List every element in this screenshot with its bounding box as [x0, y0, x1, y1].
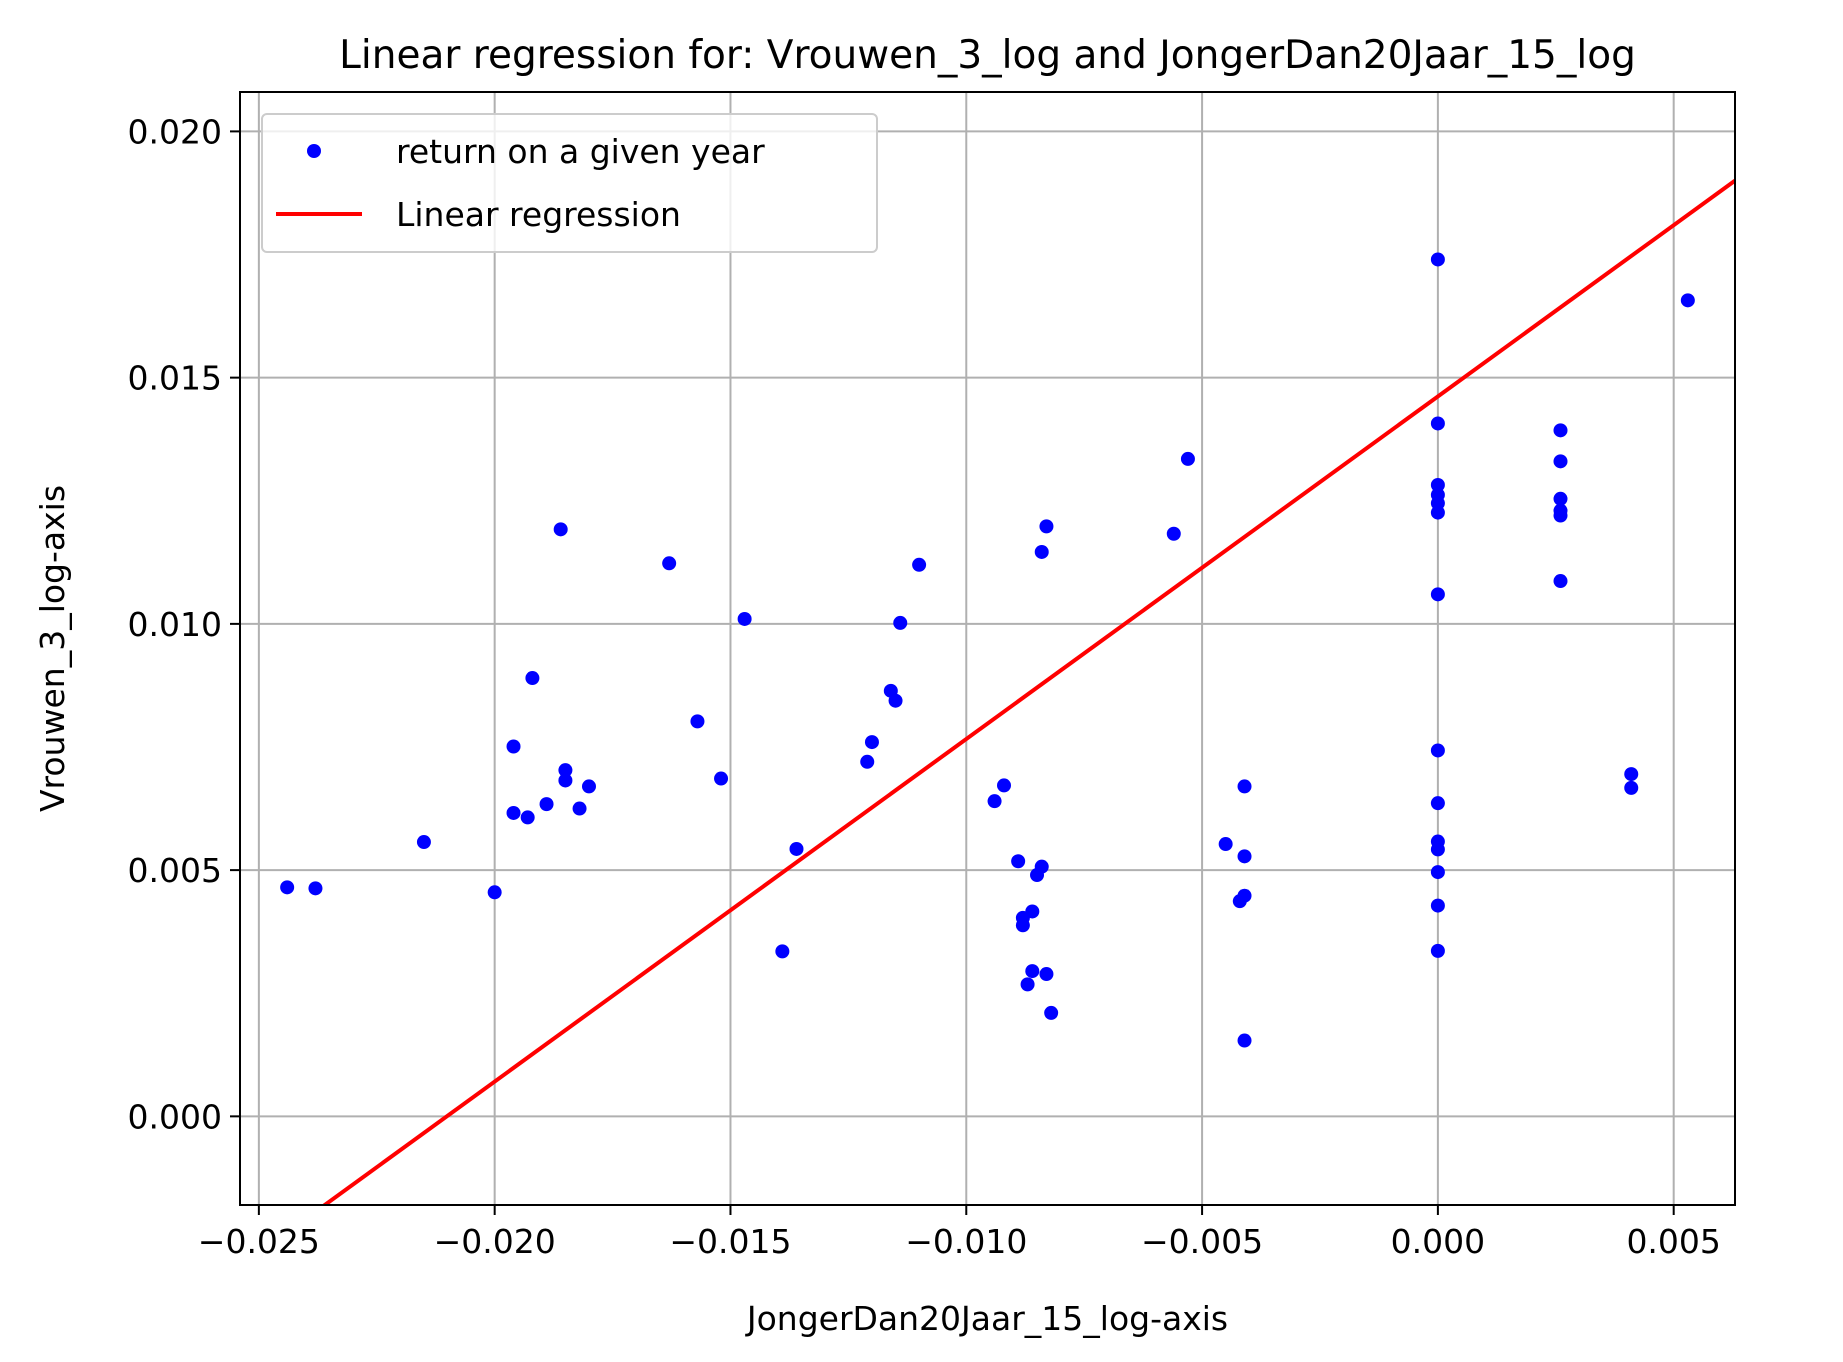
- scatter-point: [520, 810, 535, 825]
- y-axis-title: Vrouwen_3_log-axis: [33, 485, 72, 812]
- grid: [240, 92, 1735, 1205]
- x-tick-label: −0.025: [198, 1222, 320, 1261]
- scatter-points: [280, 252, 1695, 1048]
- scatter-point: [558, 773, 573, 788]
- y-tick-label: 0.005: [128, 851, 222, 890]
- scatter-point: [1015, 918, 1030, 933]
- scatter-point: [1430, 416, 1445, 431]
- plot-content: [280, 179, 1735, 1205]
- scatter-point: [1430, 865, 1445, 880]
- y-tick-label: 0.020: [128, 112, 222, 151]
- scatter-point: [1034, 544, 1049, 559]
- regression-line-group: [321, 179, 1735, 1205]
- scatter-point: [558, 763, 573, 778]
- scatter-point: [1430, 898, 1445, 913]
- scatter-point: [487, 885, 502, 900]
- scatter-point: [775, 944, 790, 959]
- scatter-point: [864, 735, 879, 750]
- scatter-point: [1430, 587, 1445, 602]
- scatter-point: [1553, 423, 1568, 438]
- x-axis-title: JongerDan20Jaar_15_log-axis: [745, 1299, 1228, 1338]
- scatter-point: [1025, 904, 1040, 919]
- scatter-point: [525, 671, 540, 686]
- scatter-point: [789, 841, 804, 856]
- y-tick-label: 0.015: [128, 359, 222, 398]
- scatter-point: [662, 556, 677, 571]
- scatter-point: [1430, 743, 1445, 758]
- scatter-point: [553, 522, 568, 537]
- scatter-point: [1430, 842, 1445, 857]
- scatter-point: [860, 754, 875, 769]
- scatter-point: [1553, 508, 1568, 523]
- legend-box: [261, 113, 878, 253]
- scatter-point: [690, 714, 705, 729]
- scatter-point: [1020, 977, 1035, 992]
- scatter-point: [1430, 505, 1445, 520]
- scatter-point: [1553, 491, 1568, 506]
- scatter-point: [1039, 519, 1054, 534]
- scatter-point: [1039, 967, 1054, 982]
- y-tick-label: 0.010: [128, 605, 222, 644]
- x-tick-label: −0.020: [434, 1222, 556, 1261]
- scatter-point: [308, 881, 323, 896]
- y-axis-ticks: 0.000 0.005 0.010 0.015 0.020: [128, 112, 240, 1136]
- scatter-point: [1553, 454, 1568, 469]
- scatter-point: [1218, 837, 1233, 852]
- scatter-point: [1166, 526, 1181, 541]
- y-tick-label: 0.000: [128, 1097, 222, 1136]
- scatter-point: [737, 611, 752, 626]
- scatter-point: [1680, 293, 1695, 308]
- scatter-point: [714, 771, 729, 786]
- chart-title: Linear regression for: Vrouwen_3_log and…: [339, 33, 1636, 78]
- x-tick-label: 0.000: [1391, 1222, 1485, 1261]
- scatter-point: [506, 805, 521, 820]
- x-tick-label: −0.015: [669, 1222, 791, 1261]
- x-axis-ticks: −0.025 −0.020 −0.015 −0.010 −0.005 0.000 0.005: [198, 1205, 1721, 1261]
- scatter-point: [1430, 477, 1445, 492]
- scatter-point: [1025, 964, 1040, 979]
- scatter-point: [1430, 252, 1445, 267]
- legend-label-regression: Linear regression: [396, 195, 681, 234]
- scatter-point: [416, 835, 431, 850]
- scatter-point: [1011, 854, 1026, 869]
- scatter-point: [1237, 849, 1252, 864]
- regression-line: [321, 179, 1735, 1205]
- scatter-point: [280, 880, 295, 895]
- scatter-point: [1180, 451, 1195, 466]
- scatter-point: [1237, 779, 1252, 794]
- scatter-point: [1237, 1033, 1252, 1048]
- scatter-point: [997, 778, 1012, 793]
- scatter-point: [1034, 859, 1049, 874]
- scatter-point: [1553, 574, 1568, 589]
- scatter-point: [572, 801, 587, 816]
- scatter-point: [1237, 888, 1252, 903]
- legend: return on a given year Linear regression: [261, 113, 878, 253]
- plot-frame: [239, 91, 1736, 1206]
- scatter-point: [539, 797, 554, 812]
- scatter-point: [893, 615, 908, 630]
- scatter-point: [1624, 780, 1639, 795]
- legend-scatter-marker: [307, 144, 321, 158]
- scatter-point: [912, 557, 927, 572]
- scatter-point: [1044, 1005, 1059, 1020]
- scatter-point: [888, 693, 903, 708]
- scatter-point: [987, 794, 1002, 809]
- scatter-point: [581, 779, 596, 794]
- legend-label-scatter: return on a given year: [396, 132, 765, 171]
- scatter-point: [1624, 767, 1639, 782]
- scatter-point: [1430, 943, 1445, 958]
- scatter-point: [506, 739, 521, 754]
- x-tick-label: 0.005: [1626, 1222, 1720, 1261]
- scatter-point: [1430, 796, 1445, 811]
- x-tick-label: −0.010: [905, 1222, 1027, 1261]
- x-tick-label: −0.005: [1141, 1222, 1263, 1261]
